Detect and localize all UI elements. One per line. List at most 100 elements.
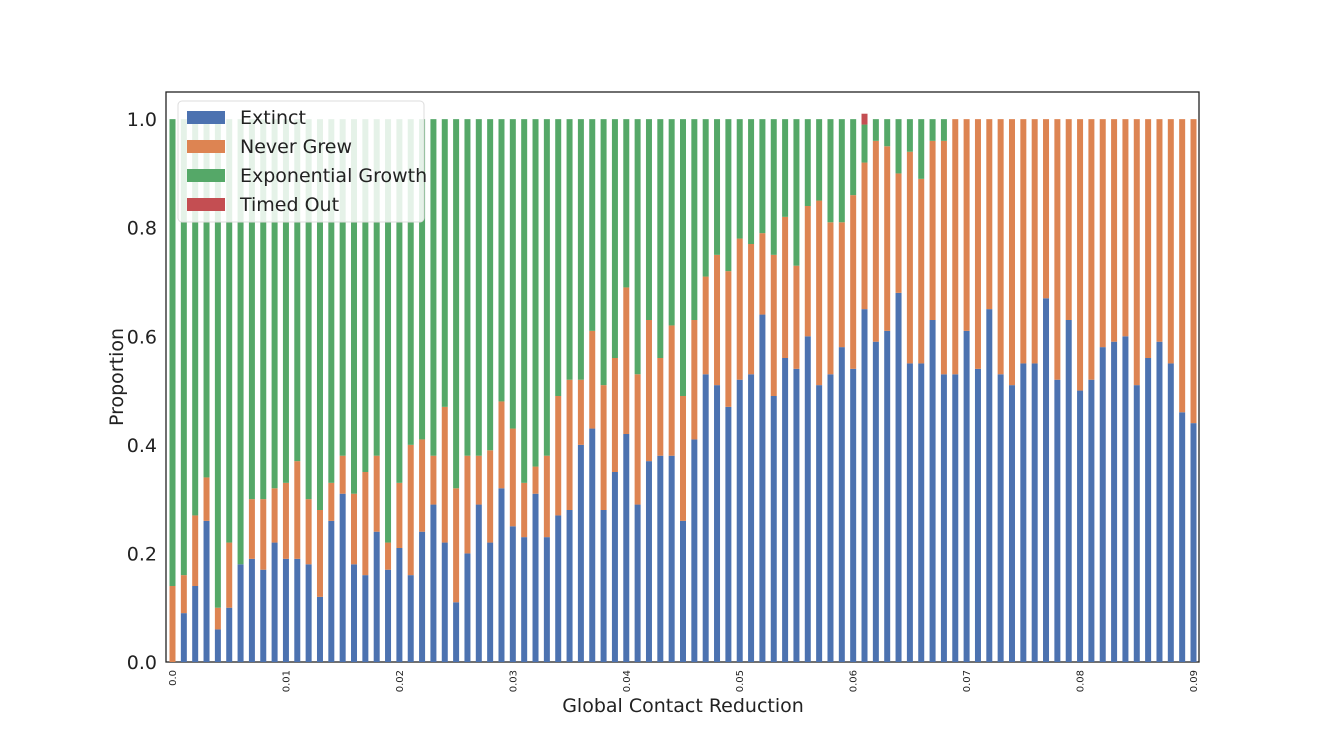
bar-segment-exponential-growth xyxy=(589,119,596,331)
bar-segment-extinct xyxy=(316,596,323,662)
bar-segment-exponential-growth xyxy=(351,119,358,494)
bar-segment-extinct xyxy=(600,510,607,662)
bar-segment-never-grew xyxy=(714,254,721,386)
bar-segment-extinct xyxy=(1167,363,1174,662)
bar-segment-extinct xyxy=(906,363,913,662)
bar-segment-exponential-growth xyxy=(793,119,800,266)
bar-segment-extinct xyxy=(657,455,664,662)
bar-segment-extinct xyxy=(192,586,199,662)
bars-layer xyxy=(169,113,1197,662)
bar-segment-never-grew xyxy=(872,140,879,342)
bar-segment-extinct xyxy=(952,374,959,662)
bar-segment-extinct xyxy=(759,314,766,662)
bar-segment-extinct xyxy=(940,374,947,662)
bar-segment-exponential-growth xyxy=(782,119,789,217)
bar-segment-extinct xyxy=(566,510,573,662)
x-tick-label: 0.02 xyxy=(395,670,406,692)
bar-segment-extinct xyxy=(611,472,618,662)
bar-segment-exponential-growth xyxy=(634,119,641,375)
bar-segment-exponential-growth xyxy=(702,119,709,277)
bar-segment-exponential-growth xyxy=(680,119,686,396)
bar-segment-never-grew xyxy=(725,271,732,407)
bar-segment-extinct xyxy=(634,504,641,662)
bar-segment-extinct xyxy=(736,379,743,662)
bar-segment-extinct xyxy=(521,537,528,662)
bar-segment-extinct xyxy=(487,542,494,662)
bar-segment-never-grew xyxy=(1043,119,1050,299)
bar-segment-exponential-growth xyxy=(396,119,403,483)
bar-segment-extinct xyxy=(339,493,346,662)
bar-segment-exponential-growth xyxy=(714,119,721,255)
bar-segment-exponential-growth xyxy=(577,119,584,380)
bar-segment-never-grew xyxy=(1054,119,1061,380)
bar-segment-extinct xyxy=(237,564,244,662)
bar-segment-exponential-growth xyxy=(192,119,199,516)
bar-segment-never-grew xyxy=(1008,119,1015,386)
bar-segment-exponential-growth xyxy=(691,119,698,320)
legend-label: Exponential Growth xyxy=(240,165,427,187)
bar-segment-extinct xyxy=(1122,336,1129,662)
bar-segment-never-grew xyxy=(521,482,528,538)
bar-segment-extinct xyxy=(260,569,267,662)
bar-segment-never-grew xyxy=(1111,119,1118,342)
x-tick-label: 0.08 xyxy=(1076,670,1087,692)
bar-segment-timed-out xyxy=(861,113,868,125)
bar-segment-extinct xyxy=(385,569,392,662)
bar-segment-never-grew xyxy=(906,151,913,364)
x-tick-label: 0.0 xyxy=(168,670,179,686)
bar-segment-never-grew xyxy=(1133,119,1140,386)
bar-segment-extinct xyxy=(1008,385,1015,662)
bar-segment-exponential-growth xyxy=(271,119,278,489)
bar-segment-never-grew xyxy=(532,466,539,494)
bar-segment-extinct xyxy=(1020,363,1027,662)
bar-segment-exponential-growth xyxy=(748,119,755,244)
bar-segment-never-grew xyxy=(271,488,278,543)
bar-segment-extinct xyxy=(1065,320,1072,662)
bar-segment-exponential-growth xyxy=(305,119,312,500)
bar-segment-exponential-growth xyxy=(668,119,675,326)
bar-segment-never-grew xyxy=(1179,119,1186,413)
bar-segment-exponential-growth xyxy=(248,119,255,500)
legend-label: Never Grew xyxy=(240,136,352,158)
bar-segment-exponential-growth xyxy=(532,119,539,467)
y-axis-label: Proportion xyxy=(106,328,128,426)
bar-segment-never-grew xyxy=(555,396,562,516)
bar-segment-extinct xyxy=(680,520,686,662)
bar-segment-extinct xyxy=(702,374,709,662)
bar-segment-exponential-growth xyxy=(838,119,845,223)
bar-segment-extinct xyxy=(203,520,210,662)
bar-segment-exponential-growth xyxy=(441,119,448,407)
bar-segment-extinct xyxy=(884,330,891,662)
bar-segment-exponential-growth xyxy=(509,119,516,429)
bar-segment-exponential-growth xyxy=(725,119,732,272)
bar-segment-exponential-growth xyxy=(328,119,335,483)
bar-segment-never-grew xyxy=(918,178,925,364)
bar-segment-extinct xyxy=(714,385,721,662)
bar-segment-never-grew xyxy=(838,222,845,348)
bar-segment-never-grew xyxy=(351,493,358,565)
bar-segment-never-grew xyxy=(600,385,607,510)
bar-segment-extinct xyxy=(872,341,879,662)
bar-segment-never-grew xyxy=(929,140,936,320)
bar-segment-extinct xyxy=(691,439,698,662)
y-tick-label: 0.6 xyxy=(127,326,157,348)
bar-segment-never-grew xyxy=(282,482,289,559)
y-tick-label: 0.0 xyxy=(127,652,157,674)
bar-segment-never-grew xyxy=(657,358,664,456)
bar-segment-exponential-growth xyxy=(884,119,891,147)
bar-segment-never-grew xyxy=(294,461,301,559)
bar-segment-never-grew xyxy=(634,374,641,505)
bar-segment-never-grew xyxy=(419,439,426,532)
bar-segment-never-grew xyxy=(396,482,403,548)
bar-segment-exponential-growth xyxy=(759,119,766,234)
bar-segment-exponential-growth xyxy=(611,119,618,358)
bar-segment-never-grew xyxy=(328,482,335,521)
bar-segment-extinct xyxy=(1133,385,1140,662)
bar-segment-never-grew xyxy=(543,455,550,538)
bar-segment-never-grew xyxy=(770,254,777,396)
bar-segment-never-grew xyxy=(1031,119,1038,364)
bar-segment-never-grew xyxy=(895,173,902,293)
bar-segment-exponential-growth xyxy=(940,119,947,141)
bar-segment-never-grew xyxy=(1167,119,1174,364)
bar-segment-never-grew xyxy=(645,320,652,462)
